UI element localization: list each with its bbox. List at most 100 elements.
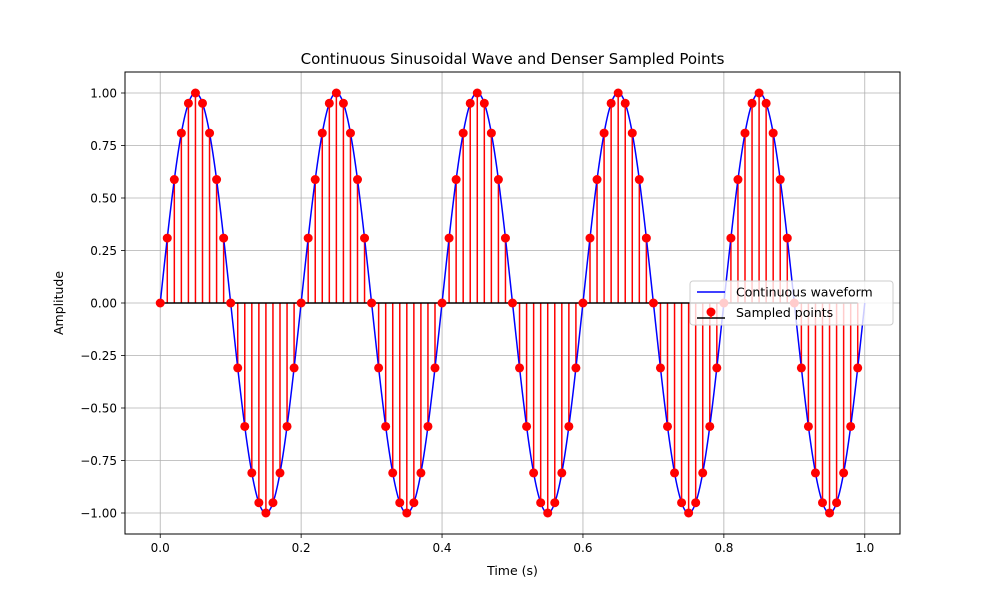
sample-point xyxy=(529,468,539,478)
sample-point xyxy=(839,468,849,478)
x-tick-label: 0.6 xyxy=(573,541,592,555)
sample-point xyxy=(324,98,334,108)
y-tick-label: 0.75 xyxy=(90,139,117,153)
y-tick-label: 0.25 xyxy=(90,244,117,258)
legend: Continuous waveform Sampled points xyxy=(689,280,894,326)
sample-point xyxy=(670,468,680,478)
sample-point xyxy=(388,468,398,478)
sample-point xyxy=(465,98,475,108)
x-tick-label: 1.0 xyxy=(855,541,874,555)
sample-point xyxy=(613,88,623,98)
sample-point xyxy=(310,175,320,185)
sample-point xyxy=(282,421,292,431)
sample-point xyxy=(219,233,229,243)
y-tick-label: 0.50 xyxy=(90,192,117,206)
sample-point xyxy=(747,98,757,108)
sample-point xyxy=(226,298,236,308)
sample-point xyxy=(303,233,313,243)
x-ticks: 0.0 0.2 0.4 0.6 0.8 1.0 xyxy=(151,534,874,555)
x-tick-label: 0.2 xyxy=(292,541,311,555)
sample-point xyxy=(190,88,200,98)
y-tick-label: −0.25 xyxy=(80,349,117,363)
sample-point xyxy=(557,468,567,478)
y-tick-label: 1.00 xyxy=(90,87,117,101)
plot-area xyxy=(155,88,866,518)
sample-point xyxy=(162,233,172,243)
sample-point xyxy=(437,298,447,308)
y-tick-label: 0.00 xyxy=(90,297,117,311)
sample-point xyxy=(684,508,694,518)
sample-point xyxy=(740,128,750,138)
sample-point xyxy=(458,128,468,138)
sample-point xyxy=(754,88,764,98)
sample-point xyxy=(585,233,595,243)
sample-point xyxy=(317,128,327,138)
sample-point xyxy=(169,175,179,185)
sample-point xyxy=(247,468,257,478)
sample-point xyxy=(782,233,792,243)
sample-point xyxy=(183,98,193,108)
sample-point xyxy=(705,421,715,431)
sample-point xyxy=(367,298,377,308)
sample-point xyxy=(606,98,616,108)
x-axis-label: Time (s) xyxy=(486,563,538,578)
sample-point xyxy=(677,498,687,508)
sample-point xyxy=(198,98,207,108)
sample-point xyxy=(296,298,306,308)
sample-point xyxy=(634,175,644,185)
legend-box xyxy=(689,280,894,326)
y-axis-label: Amplitude xyxy=(51,271,66,335)
sample-point xyxy=(493,175,503,185)
sample-point xyxy=(818,498,827,508)
sample-point xyxy=(345,128,355,138)
sample-point xyxy=(620,98,630,108)
sample-point xyxy=(663,421,672,431)
sample-point xyxy=(212,175,222,185)
sample-point xyxy=(846,421,856,431)
sample-point xyxy=(853,363,863,373)
sample-point xyxy=(550,498,560,508)
sample-point xyxy=(430,363,440,373)
sample-point xyxy=(240,421,250,431)
sample-point xyxy=(233,363,243,373)
sample-point xyxy=(726,233,736,243)
sample-point xyxy=(564,421,574,431)
sample-point xyxy=(825,508,835,518)
sample-point xyxy=(712,363,722,373)
legend-label-continuous: Continuous waveform xyxy=(736,285,873,300)
sample-point xyxy=(451,175,461,185)
x-tick-label: 0.0 xyxy=(151,541,170,555)
sample-point xyxy=(648,298,658,308)
sample-point xyxy=(522,421,532,431)
sample-point xyxy=(395,498,405,508)
sample-point xyxy=(176,128,186,138)
sample-point xyxy=(592,175,602,185)
sample-point xyxy=(353,175,362,185)
sample-point xyxy=(515,363,525,373)
sample-point xyxy=(761,98,771,108)
sample-point xyxy=(486,128,496,138)
sample-point xyxy=(571,363,581,373)
y-tick-label: −0.75 xyxy=(80,454,117,468)
legend-label-sampled: Sampled points xyxy=(736,305,833,320)
sample-point xyxy=(360,233,370,243)
chart-title: Continuous Sinusoidal Wave and Denser Sa… xyxy=(301,50,725,68)
sample-point xyxy=(508,298,517,308)
sample-point xyxy=(338,98,348,108)
sample-point xyxy=(289,363,299,373)
y-tick-label: −0.50 xyxy=(80,402,117,416)
y-tick-label: −1.00 xyxy=(80,507,117,521)
sample-point xyxy=(627,128,637,138)
sample-point xyxy=(796,363,806,373)
sample-point xyxy=(578,298,588,308)
x-tick-label: 0.8 xyxy=(714,541,733,555)
sample-point xyxy=(423,421,433,431)
legend-stem-marker xyxy=(706,307,716,317)
sample-point xyxy=(479,98,489,108)
sample-point xyxy=(543,508,553,518)
sample-point xyxy=(536,498,546,508)
sample-point xyxy=(444,233,454,243)
sample-point xyxy=(205,128,215,138)
sample-point xyxy=(254,498,264,508)
sample-point xyxy=(832,498,842,508)
